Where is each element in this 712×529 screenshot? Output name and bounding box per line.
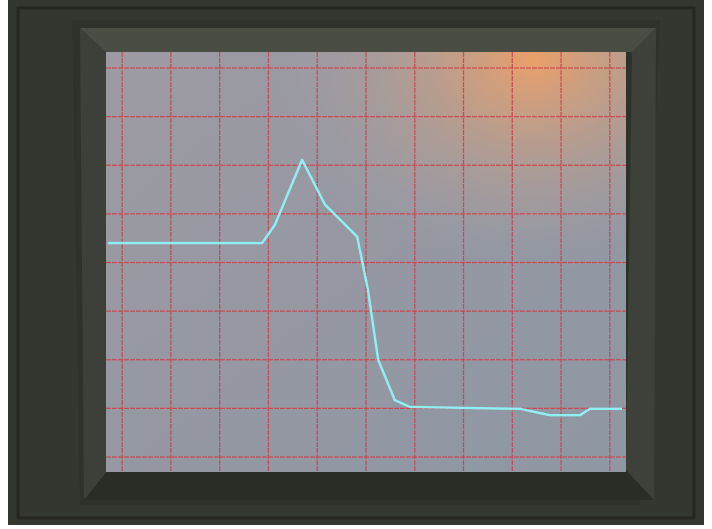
bevel-bottom <box>84 470 654 500</box>
bevel-top <box>80 28 656 52</box>
bevel-left <box>80 28 108 500</box>
oscilloscope-photo <box>0 0 712 525</box>
